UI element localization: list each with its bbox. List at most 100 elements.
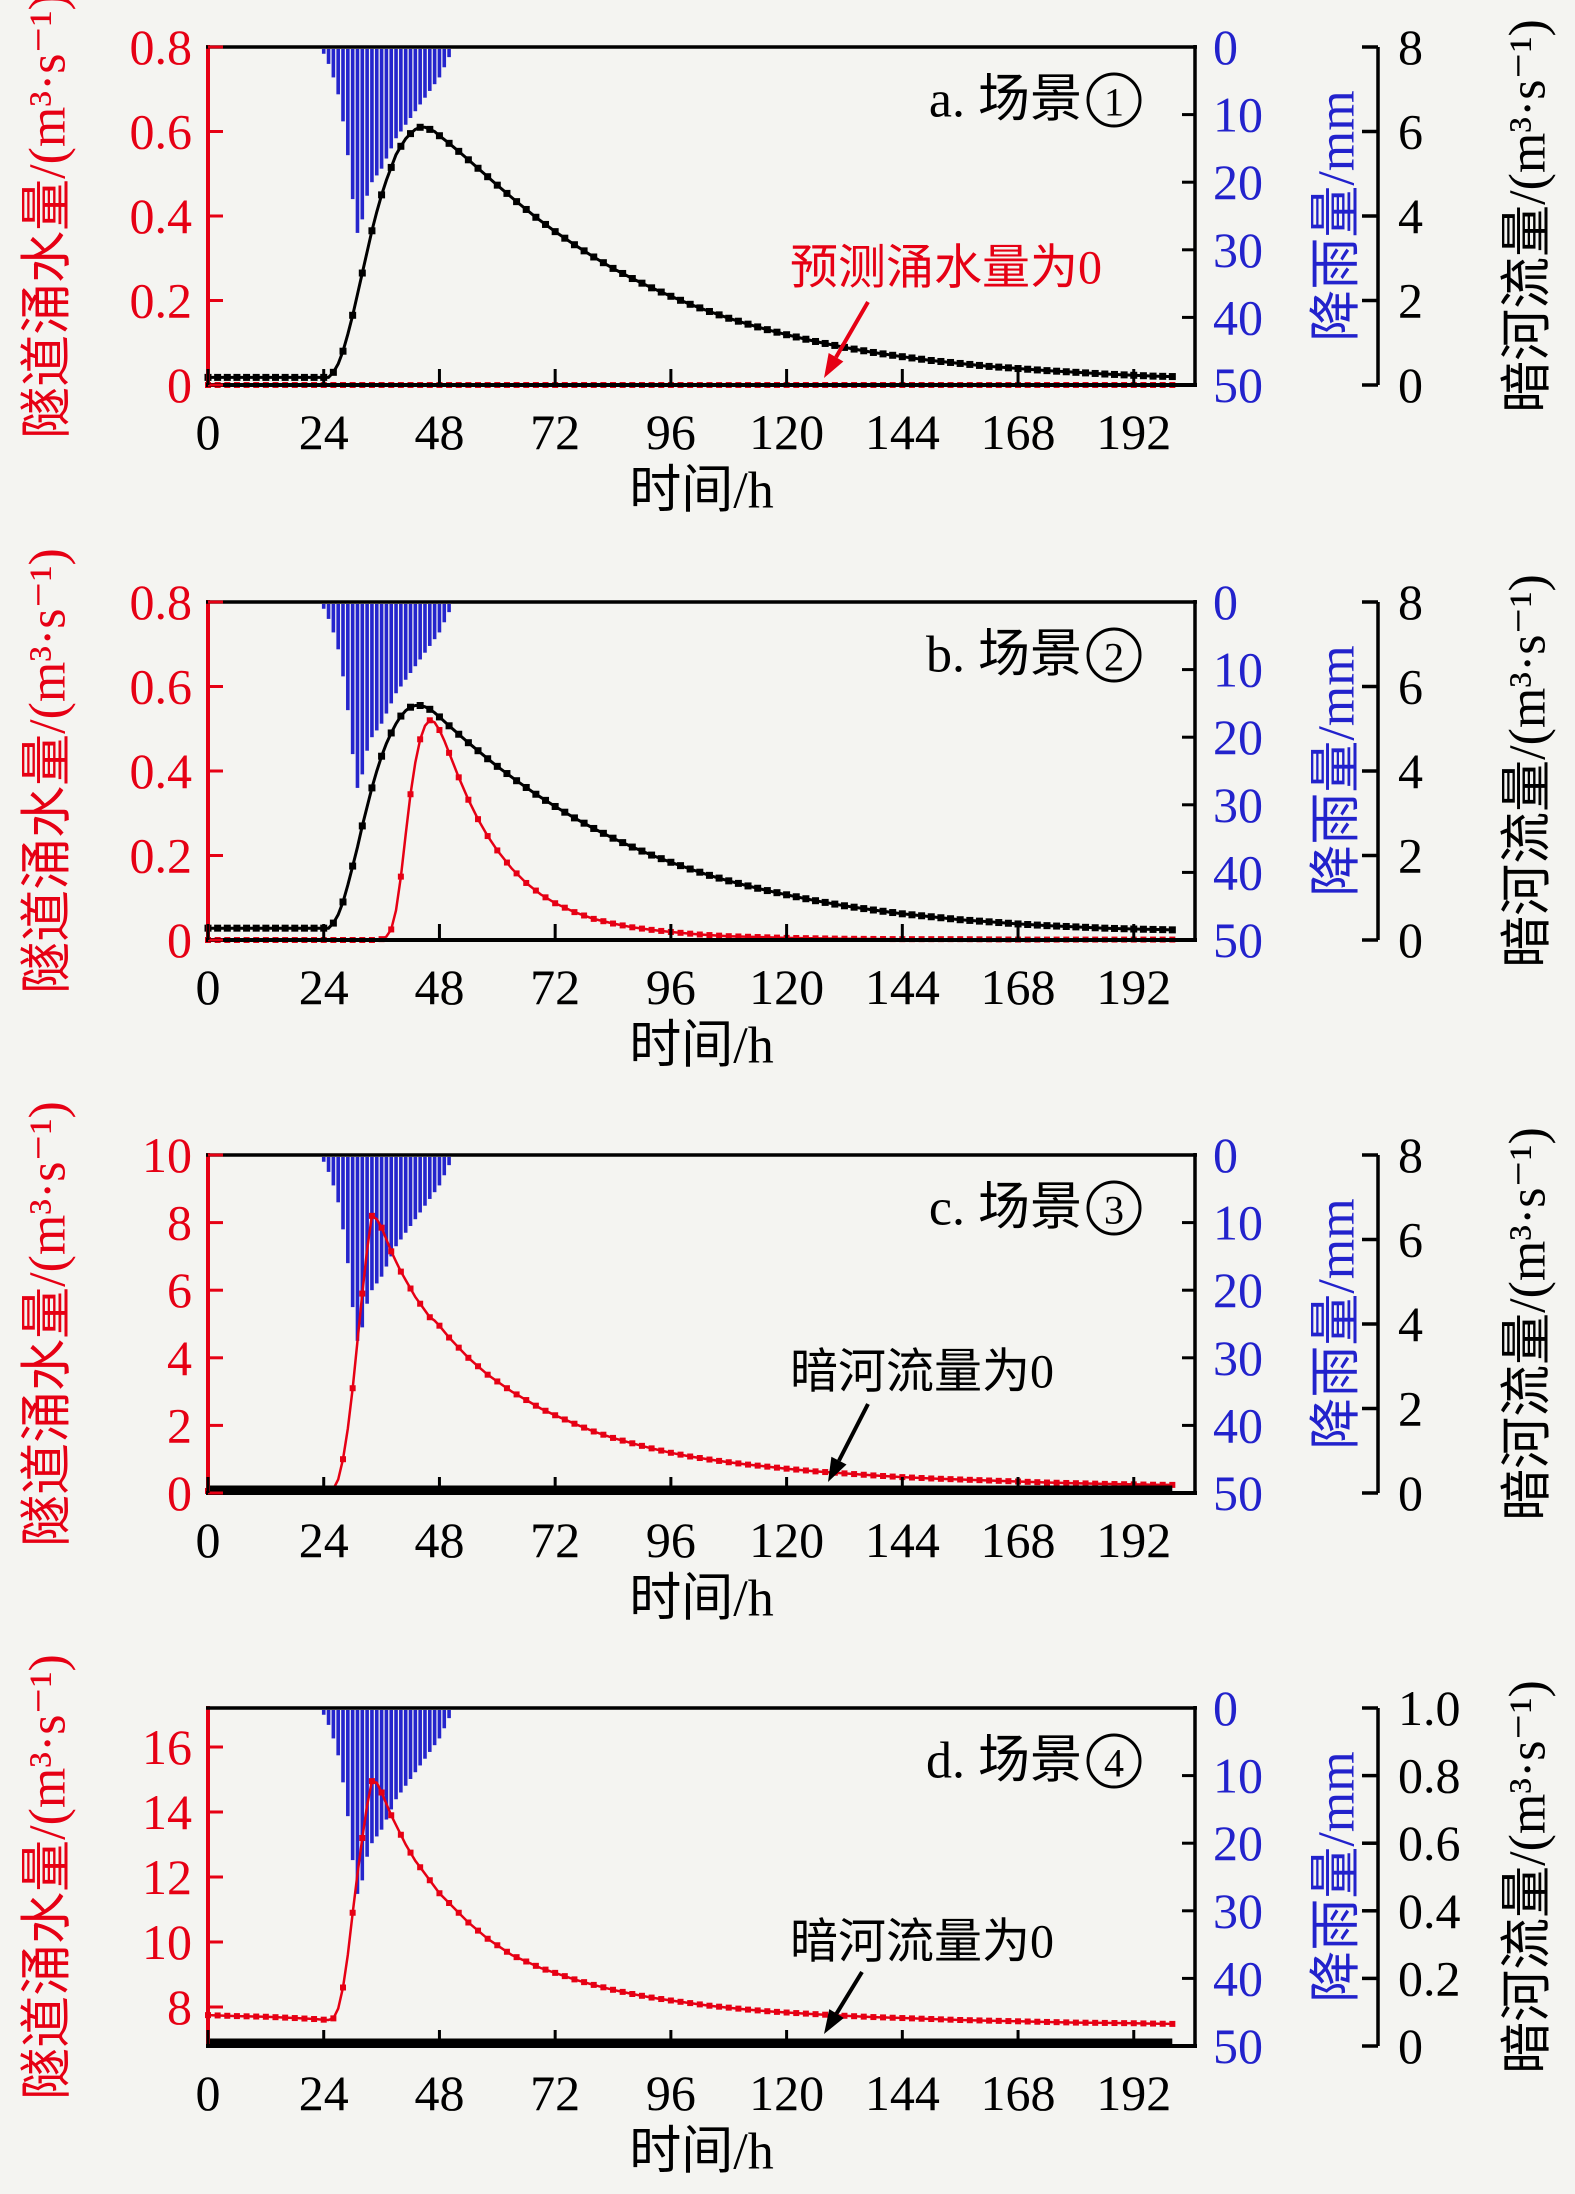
rain-tick-label: 40 [1213,844,1263,900]
data-marker [1072,923,1080,931]
data-marker [744,320,752,328]
data-marker [397,712,405,720]
data-marker [542,220,550,228]
x-tick-label: 168 [981,404,1056,460]
rain-bar [427,49,432,91]
data-marker [937,2016,944,2023]
rain-bar [389,1157,394,1257]
rain-bar [413,49,418,112]
data-marker [252,373,260,381]
panel-a: 00.20.40.60.80 24 48 72 96 120 144 168 192时间/h01… [20,0,1557,520]
rain-bar [341,604,345,677]
scenario-number: 4 [1104,1741,1124,1786]
data-marker [1101,1480,1108,1487]
data-marker [677,929,684,936]
data-marker [1034,2018,1041,2025]
data-marker [793,1466,800,1473]
rain-bar [418,1710,422,1766]
rain-tick-label: 40 [1213,289,1263,345]
data-marker [417,1300,424,1307]
data-marker [956,359,964,367]
data-marker [956,916,964,924]
river-tick-label: 0 [1398,1465,1423,1521]
data-marker [1159,1481,1166,1488]
data-marker [513,1391,520,1398]
data-marker [966,360,974,368]
data-marker [513,777,521,785]
data-marker [783,1465,790,1472]
rain-bar [341,49,345,122]
data-marker [465,1919,472,1926]
data-marker [918,912,926,920]
data-marker [282,2014,289,2021]
data-marker [455,1344,462,1351]
rain-bar [437,1710,442,1739]
data-marker [1063,2019,1070,2026]
data-marker [648,926,655,933]
left-axis-title: 隧道涌水量/(m³·s⁻¹) [20,548,77,994]
data-marker [387,729,395,737]
rain-bar [350,1710,355,1861]
data-marker [281,373,289,381]
left-tick-label: 4 [167,1330,192,1386]
x-tick-label: 168 [981,2065,1056,2121]
rain-bar [399,1157,403,1240]
river-tick-label: 8 [1398,1127,1423,1183]
data-marker [590,1428,597,1435]
data-marker [869,348,877,356]
river-tick-label: 0.8 [1398,1748,1461,1804]
data-marker [600,918,607,925]
rain-bar [403,49,408,125]
rain-bar [399,49,403,132]
data-marker [976,1477,983,1484]
data-marker [812,337,820,345]
data-marker [599,829,607,837]
data-marker [243,924,251,932]
river-tick-label: 2 [1398,828,1423,884]
data-marker [648,1994,655,2001]
data-marker [821,898,829,906]
data-marker [870,1472,877,1479]
data-marker [764,1463,771,1470]
rain-bar [432,49,437,85]
data-marker [889,2014,896,2021]
annotation-arrow-shaft [834,1970,864,2015]
data-marker [214,2012,221,2019]
rain-bar [346,1710,350,1817]
left-tick-label: 0.6 [130,659,193,715]
data-marker [455,774,462,781]
rain-tick-label: 30 [1213,1883,1263,1939]
data-marker [716,932,723,939]
data-marker [581,912,588,919]
data-marker [638,925,645,932]
data-marker [590,915,597,922]
data-marker [397,1831,404,1838]
data-marker [1082,923,1090,931]
data-marker [503,189,511,197]
data-marker [523,1397,530,1404]
rain-bar [394,1157,398,1247]
left-tick-label: 0.8 [130,19,193,75]
rain-bar [432,1157,437,1193]
rain-bar [418,49,422,105]
data-marker [1168,926,1176,934]
rain-bar [384,604,389,714]
rain-tick-label: 20 [1213,1262,1263,1318]
data-marker [552,1969,559,1976]
data-marker [734,879,742,887]
data-marker [1121,1481,1128,1488]
data-marker [687,2000,694,2007]
data-marker [840,343,848,351]
data-marker [619,269,627,277]
river-tick-label: 8 [1398,19,1423,75]
data-marker [426,717,433,724]
rain-bar [336,604,340,650]
data-marker [503,770,511,778]
rain-bar [355,49,360,233]
data-marker [754,1462,761,1469]
river-axis-title: 暗河流量/(m³·s⁻¹) [1500,574,1557,968]
data-marker [600,1431,607,1438]
river-tick-label: 0.4 [1398,1883,1461,1939]
rain-bar [442,604,447,623]
